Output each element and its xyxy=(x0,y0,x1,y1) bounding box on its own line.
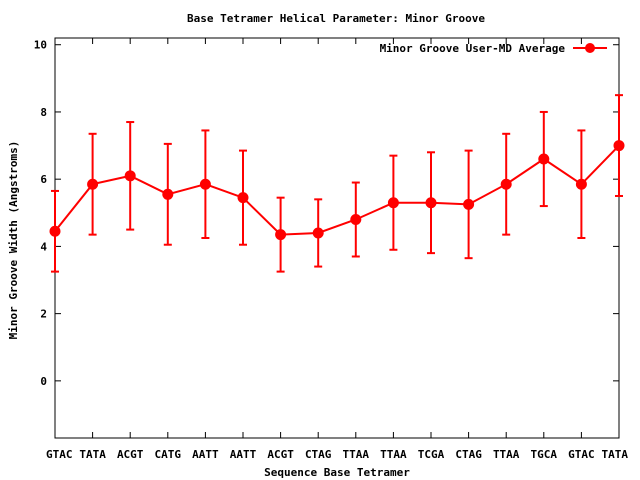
series-line xyxy=(54,144,620,236)
y-tick-label: 4 xyxy=(40,240,47,253)
x-axis-label: Sequence Base Tetramer xyxy=(264,466,410,479)
data-point xyxy=(162,188,174,200)
y-tick-label: 0 xyxy=(40,375,47,388)
y-tick-label: 8 xyxy=(40,106,47,119)
y-tick-label: 6 xyxy=(40,173,47,186)
data-point xyxy=(463,198,475,210)
y-tick-label: 10 xyxy=(34,39,47,52)
x-tick-label: TCGA xyxy=(418,448,445,461)
x-tick-label: GTAC xyxy=(568,448,595,461)
data-point xyxy=(124,170,136,182)
data-point xyxy=(350,214,362,226)
data-point xyxy=(538,153,550,165)
x-tick-label: TGCA xyxy=(531,448,558,461)
data-point xyxy=(87,178,99,190)
y-tick-label: 2 xyxy=(40,308,47,321)
data-point xyxy=(575,178,587,190)
data-point xyxy=(199,178,211,190)
x-tick-label: TATA xyxy=(79,448,106,461)
series-layer xyxy=(49,94,625,273)
x-tick-label: AATT xyxy=(192,448,219,461)
y-axis: 0 2 4 6 8 10 xyxy=(34,39,619,388)
x-tick-label: ACGT xyxy=(117,448,144,461)
x-tick-label: CTAG xyxy=(305,448,332,461)
x-tick-label: GTAC xyxy=(46,448,73,461)
legend-marker xyxy=(585,43,595,53)
x-tick-label: TATA xyxy=(602,448,629,461)
data-point xyxy=(425,197,437,209)
legend: Minor Groove User-MD Average xyxy=(380,42,607,55)
x-tick-label: ACGT xyxy=(267,448,294,461)
data-point xyxy=(613,140,625,152)
chart-title: Base Tetramer Helical Parameter: Minor G… xyxy=(187,12,485,25)
data-point xyxy=(500,178,512,190)
data-point xyxy=(312,227,324,239)
data-point xyxy=(49,225,61,237)
x-tick-label: TTAA xyxy=(493,448,520,461)
x-tick-label: TTAA xyxy=(380,448,407,461)
x-tick-label: AATT xyxy=(230,448,257,461)
data-point xyxy=(275,229,287,241)
legend-label: Minor Groove User-MD Average xyxy=(380,42,566,55)
x-axis: GTAC TATA ACGT CATG AATT AATT ACGT CTAG TTAA TTAA… xyxy=(46,38,628,461)
x-tick-label: CATG xyxy=(155,448,182,461)
data-point xyxy=(237,192,249,204)
y-axis-label: Minor Groove Width (Angstroms) xyxy=(7,141,20,340)
x-tick-label: CTAG xyxy=(455,448,482,461)
x-tick-label: TTAA xyxy=(343,448,370,461)
data-point xyxy=(387,197,399,209)
